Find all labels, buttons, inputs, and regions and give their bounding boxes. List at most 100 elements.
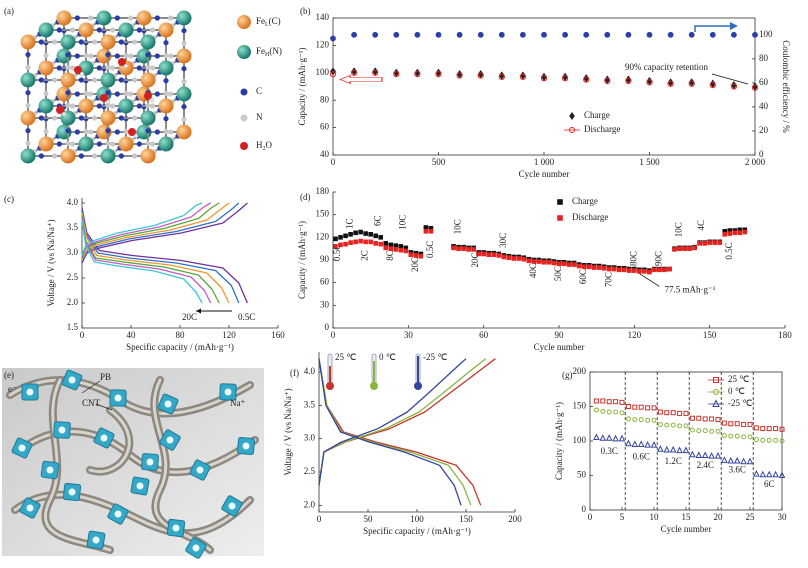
- carbon: [163, 116, 169, 122]
- marker: [712, 240, 717, 245]
- legend-symbol: [237, 15, 251, 29]
- carbon: [96, 103, 102, 109]
- marker: [618, 434, 626, 442]
- marker: [657, 267, 662, 273]
- marker: [435, 71, 442, 78]
- x-tick-label: 0: [80, 330, 85, 340]
- marker: [520, 31, 526, 38]
- marker: [571, 262, 577, 267]
- marker: [669, 445, 677, 453]
- marker: [333, 236, 338, 242]
- marker: [670, 422, 676, 428]
- iron-atom: [78, 136, 94, 152]
- marker: [637, 440, 645, 447]
- marker: [752, 31, 758, 38]
- marker: [701, 451, 709, 458]
- x-axis-label: Specific capacity / (mAh·g⁻¹): [363, 526, 471, 536]
- marker: [697, 241, 702, 246]
- y-tick-label: 4.0: [304, 366, 316, 376]
- marker: [667, 80, 674, 87]
- cube-glow: [100, 434, 108, 442]
- x-tick-label: 90: [555, 330, 565, 340]
- marker: [353, 239, 358, 245]
- marker: [611, 266, 617, 272]
- y2-tick-label: 100: [759, 29, 773, 39]
- panel-label: (g): [562, 370, 573, 380]
- y-axis-label: Voltage / V (vs Na/Na⁺): [283, 388, 293, 475]
- arrow-head: [196, 308, 201, 314]
- marker: [393, 71, 400, 78]
- nitrogen: [88, 91, 94, 97]
- nitrogen: [128, 91, 134, 97]
- curve: [81, 202, 203, 256]
- marker: [707, 240, 712, 245]
- marker: [353, 230, 358, 236]
- nitrogen: [128, 15, 134, 21]
- marker: [727, 231, 733, 236]
- nitrogen: [110, 103, 116, 109]
- annotation: 0.5C: [238, 312, 255, 322]
- cube-glow: [166, 436, 174, 444]
- marker: [670, 410, 676, 416]
- marker: [717, 240, 723, 245]
- carbon: [163, 78, 169, 84]
- marker: [734, 433, 740, 439]
- rate-label: 0.5C: [724, 242, 734, 259]
- thermometer-bulb: [370, 382, 378, 390]
- carbon: [114, 91, 120, 97]
- thermometer-level: [417, 356, 419, 384]
- cube-glow: [192, 544, 200, 552]
- curve: [81, 202, 211, 258]
- marker: [601, 266, 607, 271]
- carbon: [96, 141, 102, 147]
- nitrogen: [52, 115, 58, 121]
- y-tick-label: 150: [316, 209, 330, 219]
- cube-glow: [224, 388, 232, 396]
- marker: [627, 268, 632, 273]
- iron-atom: [20, 110, 36, 126]
- y2-tick-label: 60: [759, 77, 769, 87]
- marker: [721, 420, 727, 426]
- marker: [714, 452, 722, 459]
- carbon: [114, 129, 120, 135]
- marker: [329, 71, 337, 78]
- y-tick-label: 140: [316, 12, 330, 22]
- nitrogen: [25, 102, 31, 108]
- marker: [398, 244, 404, 249]
- marker: [343, 233, 348, 239]
- curve: [81, 210, 240, 304]
- marker: [498, 73, 505, 81]
- iron-atom: [158, 98, 174, 114]
- marker: [688, 31, 695, 38]
- marker: [753, 470, 760, 477]
- marker: [689, 415, 695, 421]
- marker: [566, 262, 572, 267]
- y-axis-label: Capacity / (mAh·g⁻¹): [297, 48, 307, 126]
- marker: [613, 409, 619, 415]
- marker: [378, 241, 384, 247]
- x-tick-label: 500: [432, 157, 446, 167]
- marker: [647, 269, 652, 275]
- marker: [652, 267, 657, 273]
- marker: [731, 31, 737, 38]
- carbon: [181, 28, 187, 34]
- marker: [688, 80, 695, 87]
- marker: [414, 71, 421, 78]
- water-hydrogen: [149, 97, 155, 103]
- marker: [702, 416, 708, 422]
- marker: [501, 254, 507, 260]
- legend-label: 25 ℃: [335, 352, 356, 362]
- marker: [727, 456, 735, 464]
- iron-atom: [96, 10, 112, 26]
- curve: [81, 207, 248, 304]
- y-tick-label: 30: [320, 299, 330, 309]
- marker: [695, 451, 703, 458]
- marker: [378, 235, 384, 240]
- curve: [318, 358, 496, 486]
- marker: [779, 426, 785, 432]
- cube-glow: [46, 466, 54, 474]
- iron-atom: [100, 34, 116, 50]
- marker: [562, 31, 568, 38]
- marker: [606, 399, 612, 405]
